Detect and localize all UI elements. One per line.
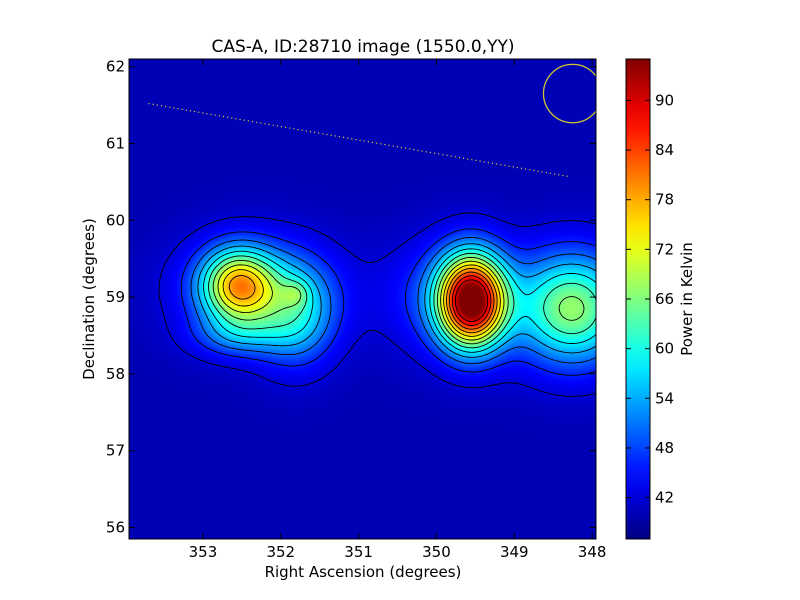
contour-level-86 — [451, 275, 492, 326]
colorbar-tick-label: 84 — [655, 141, 674, 159]
plot-area — [128, 58, 597, 540]
colorbar-tick-label: 48 — [655, 439, 674, 457]
contour-level-62 — [208, 252, 596, 349]
colorbar-tick-label: 78 — [655, 191, 674, 209]
x-tick-label: 348 — [578, 543, 607, 561]
contour-level-58 — [203, 248, 596, 353]
y-tick-label: 57 — [106, 442, 125, 460]
contour-level-42 — [158, 212, 596, 397]
contour-lines — [158, 212, 596, 397]
contour-level-78 — [228, 267, 498, 334]
x-tick-label: 352 — [266, 543, 295, 561]
contour-level-46 — [180, 228, 596, 376]
y-tick-label: 58 — [106, 365, 125, 383]
y-tick-label: 61 — [106, 134, 125, 152]
colorbar-ticks: 42 48 54 60 66 72 78 84 90 — [626, 91, 674, 507]
contour-level-50 — [190, 236, 596, 365]
contour-level-70 — [217, 260, 505, 341]
x-axis-label: Right Ascension (degrees) — [265, 563, 462, 581]
y-axis-ticks: 56 57 58 59 60 61 62 — [106, 58, 596, 536]
annotations — [148, 63, 596, 178]
colorbar-tick-label: 66 — [655, 290, 674, 308]
contour-level-66 — [212, 256, 585, 345]
y-axis-label: Declination (degrees) — [80, 218, 98, 380]
y-tick-label: 59 — [106, 288, 125, 306]
colorbar-tick-label: 72 — [655, 240, 674, 258]
contour-level-82 — [448, 271, 495, 330]
y-tick-label: 56 — [106, 518, 125, 536]
contour-level-54 — [197, 243, 596, 358]
chart-title: CAS-A, ID:28710 image (1550.0,YY) — [211, 37, 514, 57]
y-tick-label: 60 — [106, 211, 125, 229]
colorbar-tick-label: 42 — [655, 489, 674, 507]
contour-level-90 — [454, 279, 489, 322]
contour-level-74 — [222, 264, 501, 337]
x-axis-ticks: 353 352 351 350 349 348 — [189, 59, 607, 561]
x-tick-label: 349 — [500, 543, 529, 561]
x-tick-label: 353 — [189, 543, 218, 561]
colorbar-tick-label: 54 — [655, 389, 674, 407]
beam-circle — [542, 63, 596, 124]
plot-frame — [128, 58, 597, 540]
colorbar: 42 48 54 60 66 72 78 84 90 Power in Kelvin — [625, 58, 696, 540]
x-tick-label: 351 — [344, 543, 373, 561]
colorbar-label: Power in Kelvin — [678, 242, 696, 356]
colorbar-tick-label: 90 — [655, 91, 674, 109]
heatmap-image — [129, 59, 596, 539]
x-tick-label: 350 — [422, 543, 451, 561]
y-tick-label: 62 — [106, 58, 125, 76]
colorbar-tick-label: 60 — [655, 340, 674, 358]
